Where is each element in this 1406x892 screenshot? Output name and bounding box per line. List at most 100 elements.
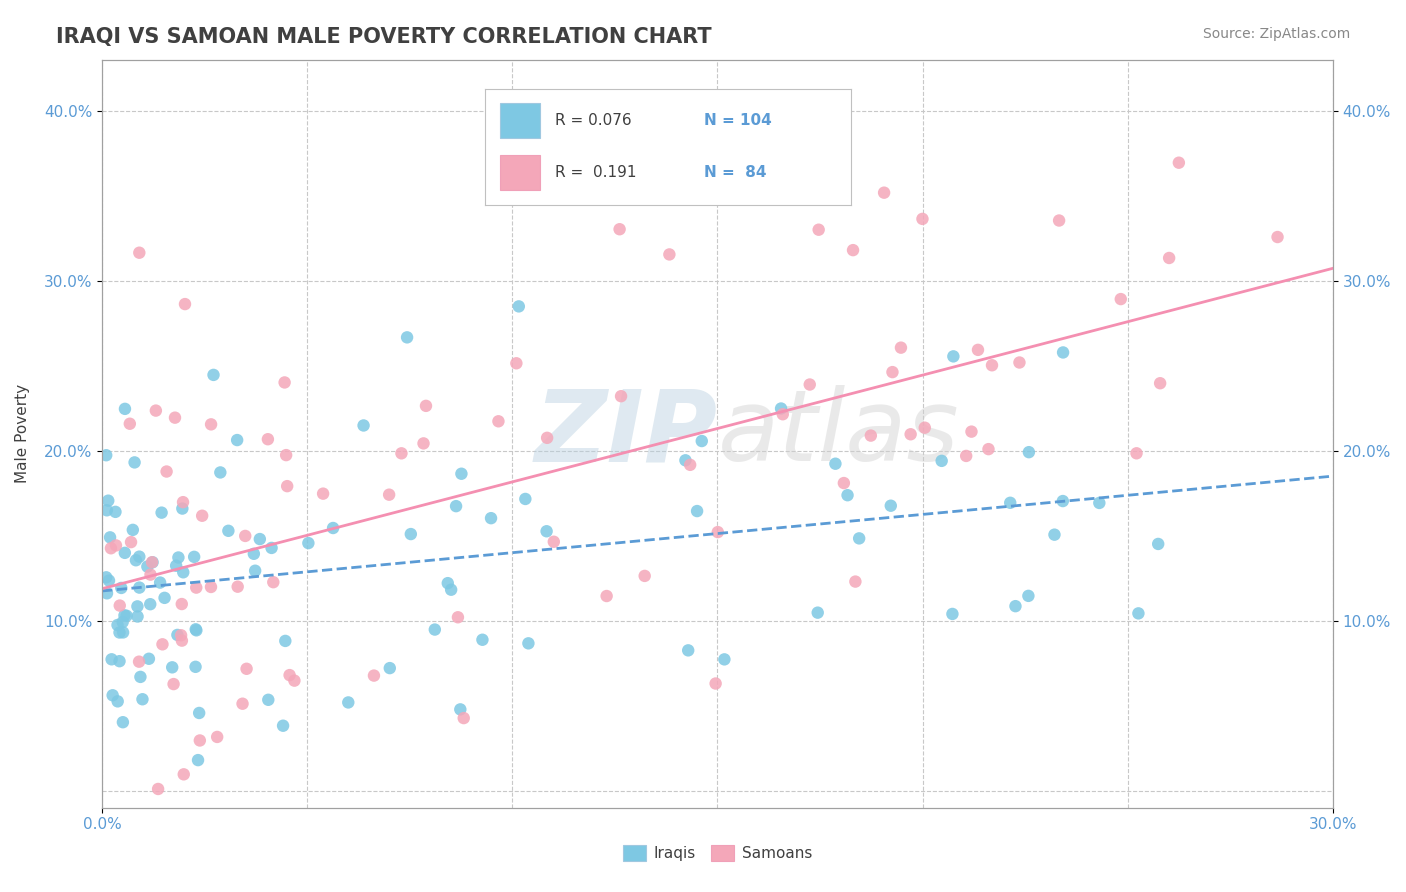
Point (832, 476, 855, 491)
Point (1000, 496, 1022, 510)
Point (312, 486, 335, 500)
Point (184, 622, 207, 636)
Point (890, 341, 912, 355)
Point (202, 368, 225, 382)
Point (170, 628, 193, 642)
Point (391, 446, 413, 460)
Point (139, 567, 162, 582)
Point (111, 715, 134, 730)
Point (363, 668, 385, 682)
Point (257, 693, 280, 707)
Point (1159, 251, 1181, 265)
Point (283, 673, 305, 688)
Point (226, 580, 249, 594)
Point (131, 692, 153, 706)
Point (271, 719, 294, 733)
Point (378, 661, 401, 675)
Legend: Iraqis, Samoans: Iraqis, Samoans (617, 839, 818, 867)
Point (108, 625, 131, 640)
Point (609, 222, 631, 236)
Point (188, 706, 211, 720)
Point (187, 753, 209, 767)
Point (257, 432, 280, 446)
Point (955, 449, 977, 463)
Point (842, 243, 865, 257)
Point (931, 454, 953, 468)
Point (173, 767, 195, 781)
Point (141, 555, 163, 569)
Point (415, 399, 437, 413)
Point (118, 417, 141, 431)
Text: N =  84: N = 84 (704, 165, 766, 180)
Point (276, 479, 298, 493)
Point (676, 643, 699, 657)
Point (96, 586, 118, 600)
Point (205, 730, 228, 744)
Point (471, 632, 494, 647)
Point (184, 660, 207, 674)
Point (1017, 589, 1039, 603)
Point (1267, 230, 1289, 244)
Point (444, 499, 467, 513)
Point (155, 465, 177, 479)
Point (378, 488, 401, 502)
Point (967, 343, 990, 357)
Point (515, 491, 537, 506)
Point (98, 574, 121, 588)
Point (1004, 599, 1026, 614)
Text: IRAQI VS SAMOAN MALE POVERTY CORRELATION CHART: IRAQI VS SAMOAN MALE POVERTY CORRELATION… (56, 27, 711, 46)
Point (136, 559, 159, 574)
Point (707, 525, 730, 540)
Point (172, 495, 194, 509)
Point (128, 655, 150, 669)
Point (232, 697, 254, 711)
Point (873, 186, 896, 200)
Point (436, 576, 458, 591)
Y-axis label: Male Poverty: Male Poverty (15, 384, 30, 483)
Point (396, 330, 419, 344)
Point (337, 695, 360, 709)
Point (399, 527, 422, 541)
Text: ZIP: ZIP (534, 385, 717, 483)
Point (100, 541, 122, 556)
Point (170, 597, 193, 611)
Point (634, 569, 657, 583)
Point (100, 652, 122, 666)
Point (595, 589, 617, 603)
Point (183, 549, 205, 564)
Point (114, 608, 136, 623)
Point (98, 530, 121, 544)
Point (837, 488, 859, 502)
Point (217, 524, 239, 538)
Point (423, 623, 446, 637)
Point (274, 634, 297, 648)
Point (186, 624, 208, 638)
Point (114, 546, 136, 560)
Text: R = 0.076: R = 0.076 (554, 113, 631, 128)
Point (713, 652, 735, 666)
Point (139, 597, 162, 611)
Point (111, 615, 134, 629)
Point (243, 547, 266, 561)
Point (447, 610, 470, 624)
Point (142, 555, 165, 569)
Point (153, 591, 176, 605)
Point (243, 564, 266, 578)
Point (165, 558, 187, 573)
Point (960, 425, 983, 439)
Point (149, 575, 172, 590)
Point (150, 506, 173, 520)
Point (172, 501, 194, 516)
Point (276, 448, 298, 462)
Point (807, 606, 830, 620)
Point (170, 633, 193, 648)
Point (191, 508, 214, 523)
Point (160, 660, 183, 674)
Point (981, 358, 1004, 372)
Point (114, 401, 136, 416)
Point (1018, 445, 1040, 459)
Point (120, 535, 142, 549)
Point (1167, 155, 1189, 169)
Point (96, 503, 118, 517)
Point (449, 702, 471, 716)
